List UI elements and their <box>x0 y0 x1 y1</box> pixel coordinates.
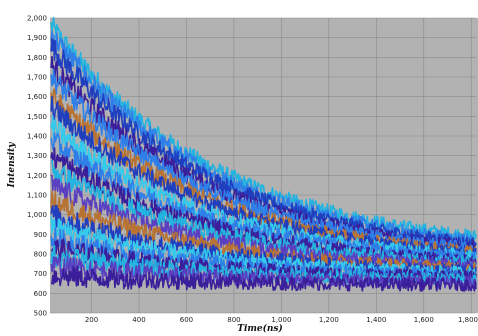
x-tick-label: 400 <box>132 316 145 324</box>
y-tick-label: 2,000 <box>27 15 47 23</box>
series-line <box>50 37 477 250</box>
y-tick-label: 800 <box>34 251 47 259</box>
x-tick-label: 1,000 <box>271 316 291 324</box>
y-tick-label: 700 <box>34 270 47 278</box>
y-tick-label: 1,500 <box>27 113 47 121</box>
y-tick-label: 600 <box>34 290 47 298</box>
y-tick-label: 1,700 <box>27 74 47 82</box>
x-tick-label: 1,200 <box>319 316 339 324</box>
y-tick-label: 1,800 <box>27 54 47 62</box>
x-tick-label: 600 <box>180 316 193 324</box>
y-tick-label: 500 <box>34 310 47 318</box>
y-tick-label: 1,200 <box>27 172 47 180</box>
x-tick-label: 1,600 <box>414 316 434 324</box>
x-tick-label: 1,800 <box>458 316 478 324</box>
series-layer <box>50 16 477 292</box>
series-line <box>50 174 477 273</box>
series-line <box>50 68 477 255</box>
y-tick-label: 1,300 <box>27 152 47 160</box>
y-tick-label: 1,100 <box>27 192 47 200</box>
x-axis-title: Time(ns) <box>237 323 283 334</box>
y-tick-label: 1,000 <box>27 211 47 219</box>
y-tick-label: 1,600 <box>27 93 47 101</box>
x-axis: 200 400 600 800 1,000 1,200 1,400 1,600 1,800 <box>85 316 478 324</box>
y-tick-label: 900 <box>34 231 47 239</box>
y-axis-title: Intensity <box>7 142 17 189</box>
series-line <box>50 265 477 292</box>
x-tick-label: 1,400 <box>366 316 386 324</box>
x-tick-label: 200 <box>85 316 98 324</box>
y-tick-label: 1,400 <box>27 133 47 141</box>
y-tick-label: 1,900 <box>27 34 47 42</box>
x-tick-label: 800 <box>227 316 240 324</box>
y-axis: 500 600 700 800 900 1,000 1,100 1,200 1,300 1,400… <box>27 15 47 318</box>
